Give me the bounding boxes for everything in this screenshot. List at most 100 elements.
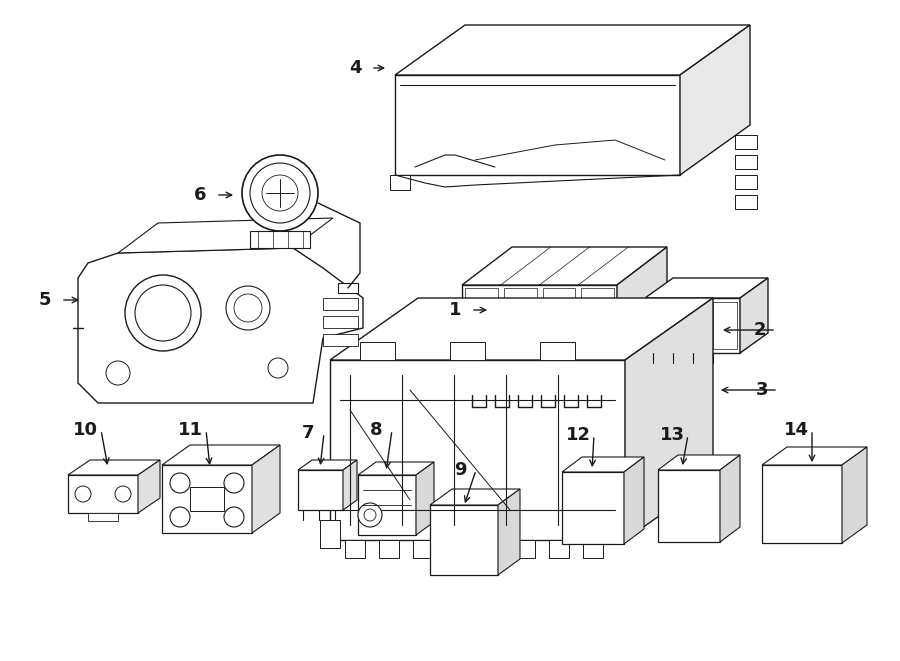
Polygon shape: [390, 175, 410, 190]
Text: 8: 8: [370, 421, 382, 439]
Polygon shape: [68, 475, 138, 513]
Circle shape: [226, 286, 270, 330]
Text: 5: 5: [39, 291, 51, 309]
Text: 12: 12: [565, 426, 590, 444]
Polygon shape: [504, 288, 536, 319]
Polygon shape: [465, 288, 498, 319]
Polygon shape: [118, 218, 333, 253]
Text: 10: 10: [73, 421, 97, 439]
Polygon shape: [323, 316, 358, 328]
Text: 9: 9: [454, 461, 466, 479]
Polygon shape: [447, 540, 467, 558]
Polygon shape: [645, 298, 740, 353]
Polygon shape: [413, 540, 433, 558]
Polygon shape: [543, 288, 575, 319]
Polygon shape: [462, 285, 617, 395]
Polygon shape: [540, 342, 575, 360]
Polygon shape: [581, 325, 614, 356]
Polygon shape: [617, 247, 667, 395]
Text: 13: 13: [660, 426, 685, 444]
Circle shape: [170, 473, 190, 493]
Polygon shape: [358, 462, 434, 475]
Polygon shape: [430, 489, 520, 505]
Circle shape: [125, 275, 201, 351]
Circle shape: [75, 486, 91, 502]
Circle shape: [106, 361, 130, 385]
Circle shape: [268, 358, 288, 378]
Circle shape: [262, 175, 298, 211]
Polygon shape: [78, 248, 363, 403]
Polygon shape: [330, 298, 713, 360]
Polygon shape: [379, 540, 399, 558]
Circle shape: [135, 285, 191, 341]
Text: 14: 14: [784, 421, 808, 439]
Polygon shape: [543, 362, 575, 392]
Polygon shape: [252, 445, 280, 533]
Polygon shape: [430, 505, 498, 575]
Polygon shape: [68, 460, 160, 475]
Polygon shape: [735, 155, 757, 169]
Text: 11: 11: [177, 421, 202, 439]
Polygon shape: [323, 334, 358, 346]
Polygon shape: [842, 447, 867, 543]
Polygon shape: [735, 175, 757, 189]
Text: 3: 3: [756, 381, 769, 399]
Polygon shape: [658, 455, 740, 470]
Polygon shape: [360, 342, 395, 360]
Polygon shape: [515, 540, 535, 558]
Polygon shape: [714, 302, 737, 349]
Polygon shape: [562, 457, 644, 472]
Text: 2: 2: [754, 321, 766, 339]
Polygon shape: [88, 513, 118, 521]
Circle shape: [364, 509, 376, 521]
Polygon shape: [298, 470, 343, 510]
Polygon shape: [320, 520, 340, 548]
Polygon shape: [504, 325, 536, 356]
Polygon shape: [680, 25, 750, 175]
Circle shape: [224, 473, 244, 493]
Polygon shape: [762, 465, 842, 543]
Polygon shape: [658, 470, 720, 542]
Polygon shape: [581, 362, 614, 392]
Polygon shape: [481, 540, 501, 558]
Text: 1: 1: [449, 301, 461, 319]
Polygon shape: [190, 487, 224, 511]
Polygon shape: [650, 302, 674, 349]
Polygon shape: [450, 342, 485, 360]
Circle shape: [224, 507, 244, 527]
Polygon shape: [740, 278, 768, 353]
Polygon shape: [323, 298, 358, 310]
Polygon shape: [625, 298, 713, 540]
Polygon shape: [395, 25, 750, 75]
Text: 6: 6: [194, 186, 206, 204]
Polygon shape: [645, 278, 768, 298]
Polygon shape: [345, 540, 365, 558]
Polygon shape: [504, 362, 536, 392]
Polygon shape: [298, 460, 357, 470]
Polygon shape: [162, 445, 280, 465]
Polygon shape: [358, 475, 416, 535]
Circle shape: [115, 486, 131, 502]
Polygon shape: [762, 447, 867, 465]
Circle shape: [170, 507, 190, 527]
Polygon shape: [624, 457, 644, 544]
Polygon shape: [681, 302, 706, 349]
Polygon shape: [720, 455, 740, 542]
Polygon shape: [250, 231, 310, 248]
Polygon shape: [465, 362, 498, 392]
Polygon shape: [462, 247, 667, 285]
Polygon shape: [338, 283, 358, 293]
Polygon shape: [498, 489, 520, 575]
Polygon shape: [162, 465, 252, 533]
Polygon shape: [735, 135, 757, 149]
Polygon shape: [330, 360, 625, 540]
Polygon shape: [735, 195, 757, 209]
Circle shape: [234, 294, 262, 322]
Polygon shape: [138, 460, 160, 513]
Polygon shape: [395, 75, 680, 175]
Circle shape: [242, 155, 318, 231]
Polygon shape: [562, 472, 624, 544]
Circle shape: [250, 163, 310, 223]
Polygon shape: [343, 460, 357, 510]
Text: 4: 4: [349, 59, 361, 77]
